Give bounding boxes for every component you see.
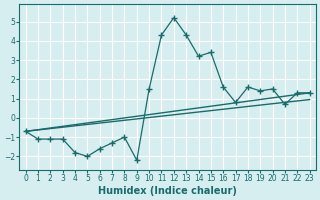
X-axis label: Humidex (Indice chaleur): Humidex (Indice chaleur)	[98, 186, 237, 196]
